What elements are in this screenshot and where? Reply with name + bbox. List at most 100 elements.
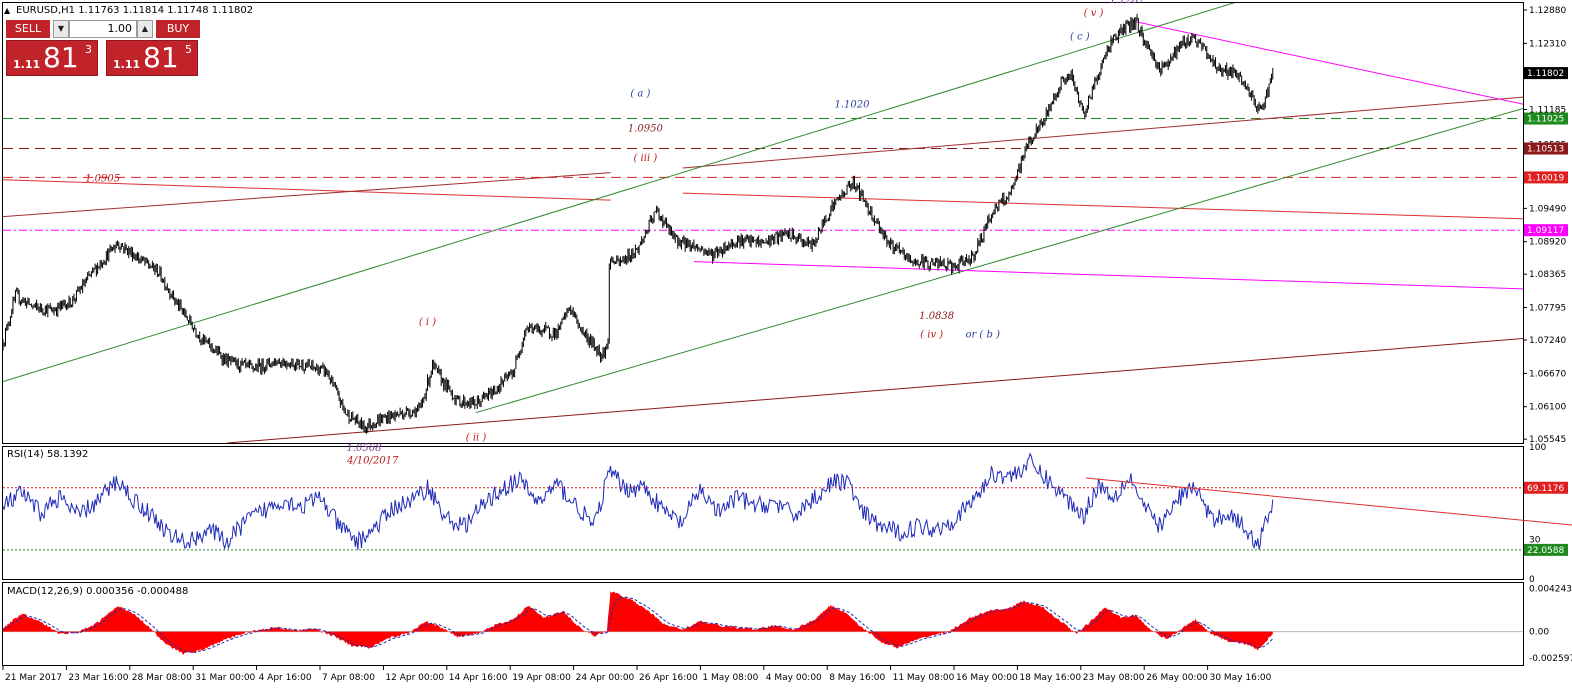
price-tag-bg-0: [1524, 67, 1568, 80]
buy-price-prefix: 1.11: [113, 58, 141, 71]
price-layer: ( a ) 1.0950 1.1020 ( iii ) 1.0905 ( v ) 1.126…: [2, 0, 1523, 466]
trendline-3: [682, 96, 1523, 169]
trendline-6: [227, 338, 1523, 443]
price-tick-label: 1.06670: [1529, 369, 1566, 379]
time-tick-label: 12 Apr 00:00: [385, 673, 444, 683]
price-tick-label: 1.07240: [1529, 336, 1566, 346]
time-tick-label: 21 Mar 2017: [5, 673, 62, 683]
rsi-line: [2, 452, 1274, 551]
candle-group: [2, 13, 1274, 434]
time-tick-label: 23 May 08:00: [1083, 673, 1145, 683]
rsi-level-tag-bg-0: [1524, 481, 1568, 494]
price-tick-label: 1.05545: [1529, 435, 1566, 445]
price-tag-4: 1.09117: [1527, 226, 1564, 236]
wave-annotation-7: ( c ): [1070, 31, 1090, 42]
price-tick-label: 1.07795: [1529, 304, 1566, 314]
price-tick-label: 1.12310: [1529, 39, 1566, 49]
triangle-down-icon: ▼: [57, 24, 65, 33]
price-tag-2: 1.10513: [1527, 145, 1564, 155]
price-tag-bg-4: [1524, 224, 1568, 237]
trendline-4: [3, 3, 1236, 383]
sell-quote-button[interactable]: 1.11 81 3: [6, 40, 98, 76]
axis-layer: 1.128801.123101.111851.105851.094901.089…: [2, 6, 1568, 683]
time-tick-label: 26 May 00:00: [1146, 673, 1208, 683]
time-tick-label: 30 May 16:00: [1210, 673, 1272, 683]
macd-axis-label: -0.002597: [1529, 654, 1572, 664]
trendline-0: [3, 179, 611, 201]
wave-annotation-5: ( v ): [1084, 8, 1104, 19]
sell-price-fraction: 3: [85, 43, 92, 56]
macd-pane-border: [2, 582, 1524, 666]
wave-annotation-6: 1.1267: [1110, 0, 1146, 6]
time-tick-label: 26 Apr 16:00: [639, 673, 698, 683]
macd-histogram: [3, 591, 1273, 655]
rsi-trendline: [1085, 477, 1572, 526]
one-click-trade-panel: SELL ▼ 1.00 ▲ BUY 1.11 81 3 1.11 81 5: [6, 20, 200, 76]
time-tick-label: 11 May 08:00: [893, 673, 955, 683]
buy-quote-button[interactable]: 1.11 81 5: [106, 40, 198, 76]
macd-label: MACD(12,26,9) 0.000356 -0.000488: [7, 586, 188, 597]
time-tick-label: 23 Mar 16:00: [68, 673, 128, 683]
macd-layer: 0.004243 0.00 -0.002597: [3, 585, 1572, 664]
wave-annotation-0: ( a ): [630, 89, 650, 100]
sell-price-pips: 81: [43, 41, 79, 74]
wave-annotation-4: 1.0905: [85, 173, 120, 184]
triangle-up-icon: ▲: [141, 24, 149, 33]
price-tick-label: 1.06100: [1529, 403, 1566, 413]
wave-annotation-13: 1.0568: [347, 443, 382, 454]
sell-price-prefix: 1.11: [13, 58, 41, 71]
rsi-level-tag-bg-1: [1524, 543, 1568, 556]
buy-price-pips: 81: [143, 41, 179, 74]
time-tick-label: 19 Apr 08:00: [512, 673, 571, 683]
trendline-5: [475, 107, 1523, 414]
time-tick-label: 8 May 16:00: [829, 673, 885, 683]
wave-annotation-11: or ( b ): [965, 330, 1000, 341]
macd-signal-line: [3, 596, 1274, 653]
price-tick-label: 1.08365: [1529, 270, 1566, 280]
lot-size-input[interactable]: 1.00: [69, 20, 137, 38]
rsi-label: RSI(14) 58.1392: [7, 449, 88, 460]
price-tag-bg-3: [1524, 171, 1568, 184]
chart-title: EURUSD,H1 1.11763 1.11814 1.11748 1.1180…: [16, 5, 253, 16]
trendline-8: [1135, 21, 1523, 105]
lot-decrease-button[interactable]: ▼: [53, 20, 69, 38]
lot-increase-button[interactable]: ▲: [137, 20, 153, 38]
macd-axis-label: 0.004243: [1529, 585, 1572, 595]
price-tick-label: 1.08920: [1529, 238, 1566, 248]
trendline-1: [682, 192, 1523, 220]
time-tick-label: 31 Mar 00:00: [195, 673, 255, 683]
wave-annotation-12: ( ii ): [466, 433, 487, 444]
time-tick-label: 4 May 00:00: [766, 673, 822, 683]
time-tick-label: 16 May 00:00: [956, 673, 1018, 683]
time-tick-label: 14 Apr 16:00: [449, 673, 508, 683]
time-tick-label: 7 Apr 08:00: [322, 673, 375, 683]
price-pane-border: [2, 2, 1524, 444]
rsi-axis-label: 30: [1529, 535, 1541, 545]
symbol-icon: ▲: [4, 6, 11, 15]
trendline-2: [3, 172, 611, 218]
wave-annotation-9: 1.0838: [919, 311, 954, 322]
rsi-axis-label: 100: [1529, 443, 1546, 453]
price-tag-3: 1.10019: [1527, 173, 1564, 183]
rsi-layer: 69.1176 22.0588 100 30 0: [2, 443, 1572, 585]
time-tick-label: 4 Apr 16:00: [259, 673, 312, 683]
rsi-axis-label: 0: [1529, 575, 1535, 585]
rsi-level-tag-0: 69.1176: [1527, 484, 1564, 494]
wave-annotation-14: 4/10/2017: [346, 455, 399, 466]
price-tick-label: 1.09490: [1529, 204, 1566, 214]
wave-annotation-2: 1.1020: [835, 100, 871, 111]
wave-annotation-8: ( i ): [419, 317, 436, 328]
sell-button[interactable]: SELL: [6, 20, 50, 38]
trendline-7: [693, 261, 1523, 290]
rsi-level-tag-1: 22.0588: [1527, 546, 1564, 556]
wave-annotation-10: ( iv ): [920, 330, 943, 341]
wave-annotation-3: ( iii ): [633, 153, 657, 164]
time-tick-label: 18 May 16:00: [1019, 673, 1081, 683]
price-tag-1: 1.11025: [1527, 115, 1564, 125]
time-tick-label: 24 Apr 00:00: [576, 673, 635, 683]
price-tag-0: 1.11802: [1527, 69, 1564, 79]
buy-price-fraction: 5: [185, 43, 192, 56]
wave-annotation-1: 1.0950: [628, 124, 664, 135]
buy-button[interactable]: BUY: [156, 20, 200, 38]
